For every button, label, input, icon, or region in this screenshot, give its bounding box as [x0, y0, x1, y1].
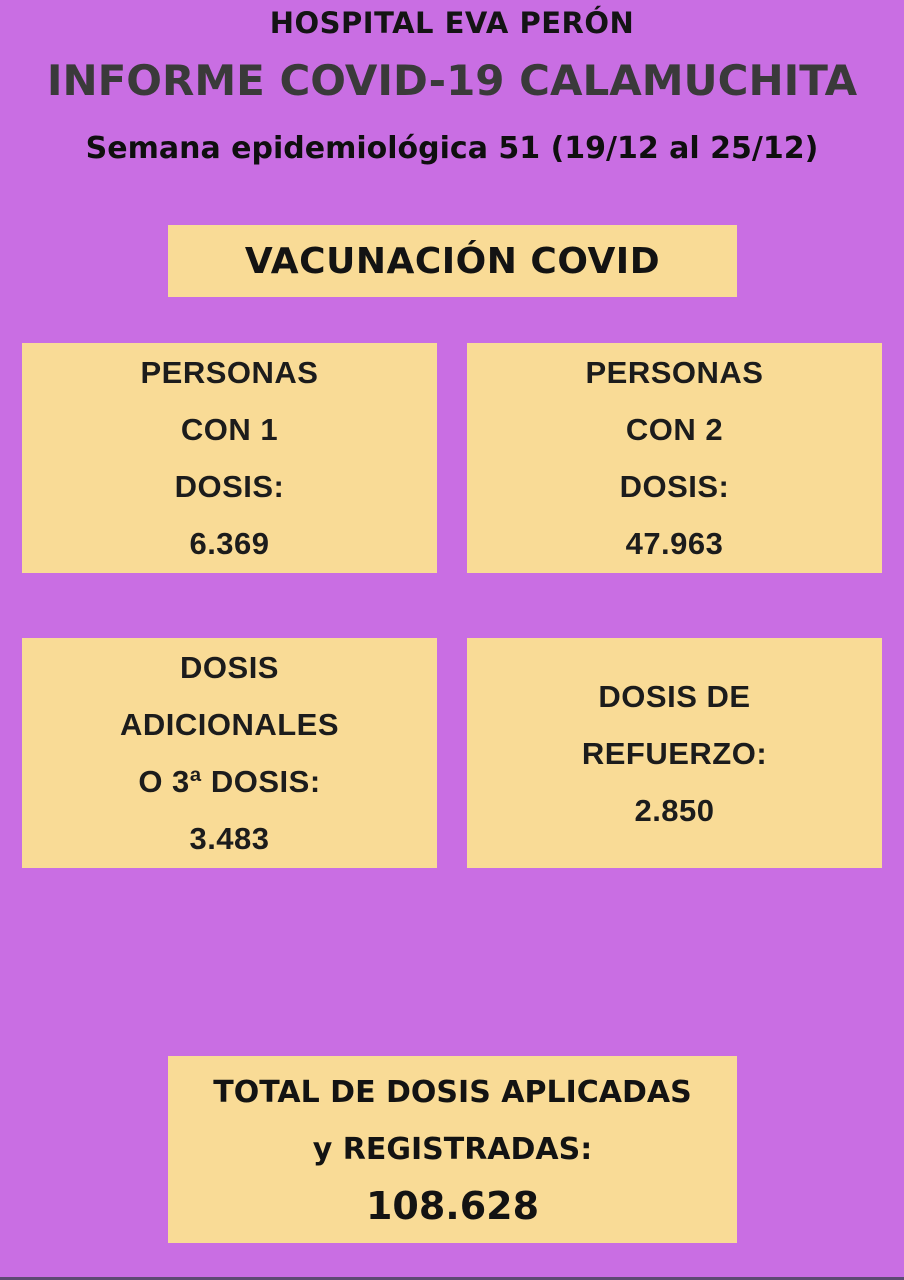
epidemiological-week-subtitle: Semana epidemiológica 51 (19/12 al 25/12… [85, 131, 819, 166]
total-label-line: y REGISTRADAS: [312, 1132, 593, 1167]
stat-label-line: DOSIS [180, 650, 279, 685]
stat-value: 2.850 [634, 792, 715, 828]
stat-card-first-dose: PERSONAS CON 1 DOSIS: 6.369 [22, 343, 437, 573]
stat-label-line: DOSIS: [619, 469, 730, 504]
hospital-name: HOSPITAL EVA PERÓN [269, 6, 635, 40]
stat-label-line: ADICIONALES [119, 707, 340, 742]
total-doses-card: TOTAL DE DOSIS APLICADAS y REGISTRADAS: … [168, 1056, 737, 1243]
stat-value: 6.369 [189, 526, 270, 561]
stat-label-line: O 3ª DOSIS: [138, 764, 321, 799]
stat-card-additional-third-dose: DOSIS ADICIONALES O 3ª DOSIS: 3.483 [22, 638, 437, 868]
vaccination-section-banner: VACUNACIÓN COVID [168, 225, 737, 297]
stat-label-line: DOSIS DE [598, 678, 751, 714]
stat-label-line: DOSIS: [174, 469, 285, 504]
stat-label-line: PERSONAS [140, 355, 319, 390]
stat-label-line: REFUERZO: [581, 735, 768, 771]
stat-card-booster-dose: DOSIS DE REFUERZO: 2.850 [467, 638, 882, 868]
stat-card-second-dose: PERSONAS CON 2 DOSIS: 47.963 [467, 343, 882, 573]
stat-label-line: CON 1 [180, 412, 279, 447]
banner-label: VACUNACIÓN COVID [244, 240, 661, 282]
stat-label-line: PERSONAS [585, 355, 764, 390]
stat-label-line: CON 2 [625, 412, 724, 447]
page-title: INFORME COVID-19 CALAMUCHITA [46, 56, 858, 105]
total-value: 108.628 [365, 1184, 540, 1228]
stat-value: 47.963 [625, 526, 724, 561]
stat-value: 3.483 [189, 821, 270, 856]
total-label-line: TOTAL DE DOSIS APLICADAS [213, 1075, 692, 1110]
bottom-edge-strip [0, 1277, 904, 1280]
